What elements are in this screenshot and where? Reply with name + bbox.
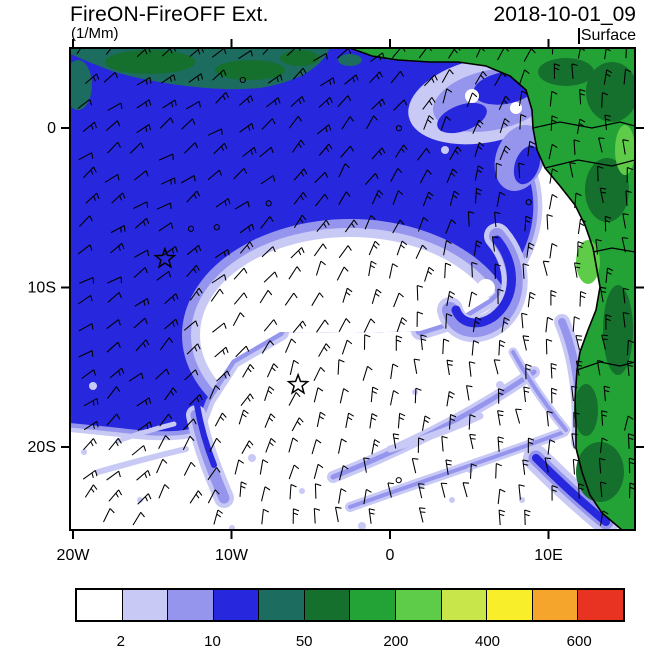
plot-frame xyxy=(69,47,636,531)
colorbar-cell xyxy=(532,590,579,620)
level-text: Surface xyxy=(580,27,636,44)
star-marker xyxy=(153,246,177,269)
axes: 20W 10W 0 10E 0 10S 20S xyxy=(28,39,644,564)
colorbar-cell xyxy=(77,590,123,620)
page-title: FireON-FireOFF Ext. xyxy=(70,3,269,26)
coastline xyxy=(349,48,623,530)
colorbar-cell xyxy=(304,590,351,620)
map-field xyxy=(70,48,635,530)
timestamp-label: 2018-10-01_09 xyxy=(493,3,636,26)
colorbar-tick-label: 50 xyxy=(295,633,313,650)
y-tick-label: 0 xyxy=(47,120,56,137)
aerosol-speckles xyxy=(81,381,525,530)
land-africa xyxy=(349,48,635,530)
colorbar-cell xyxy=(396,590,442,620)
wind-barbs xyxy=(76,48,635,526)
land-fill xyxy=(350,48,635,530)
high-value-patches xyxy=(70,48,398,110)
x-tick-label: 10W xyxy=(215,547,249,564)
plume-tail xyxy=(186,402,234,508)
station-markers xyxy=(153,246,310,395)
colorbar-tick-label: 200 xyxy=(383,633,409,650)
y-tick-label: 10S xyxy=(28,280,56,297)
colorbar-cell xyxy=(441,590,488,620)
plume-hook xyxy=(437,223,528,343)
level-tick-mark xyxy=(577,28,580,44)
hook-clear-eye xyxy=(477,279,495,297)
x-tick-label: 0 xyxy=(386,547,395,564)
colorbar-cell xyxy=(122,590,169,620)
colorbar-cell xyxy=(578,590,623,620)
colorbar-cell xyxy=(259,590,305,620)
units-label: (1/Mm) xyxy=(71,25,119,42)
level-label: Surface xyxy=(577,27,636,45)
colorbar-tick-label: 2 xyxy=(116,633,125,650)
colorbar-cell xyxy=(213,590,260,620)
gulf-aerosol-patches xyxy=(408,55,566,191)
colorbar-cell xyxy=(168,590,214,620)
y-tick-label: 20S xyxy=(28,439,56,456)
x-tick-label: 10E xyxy=(534,547,562,564)
colorbar-labels: 2 10 50 200 400 600 xyxy=(75,633,625,655)
colorbar xyxy=(75,588,625,622)
colorbar-cell xyxy=(487,590,533,620)
colorbar-tick-label: 10 xyxy=(204,633,221,650)
colorbar-tick-label: 600 xyxy=(566,633,592,650)
x-tick-label: 20W xyxy=(57,547,91,564)
colorbar-cell xyxy=(350,590,397,620)
star-marker xyxy=(286,372,310,395)
colorbar-tick-label: 400 xyxy=(474,633,501,650)
